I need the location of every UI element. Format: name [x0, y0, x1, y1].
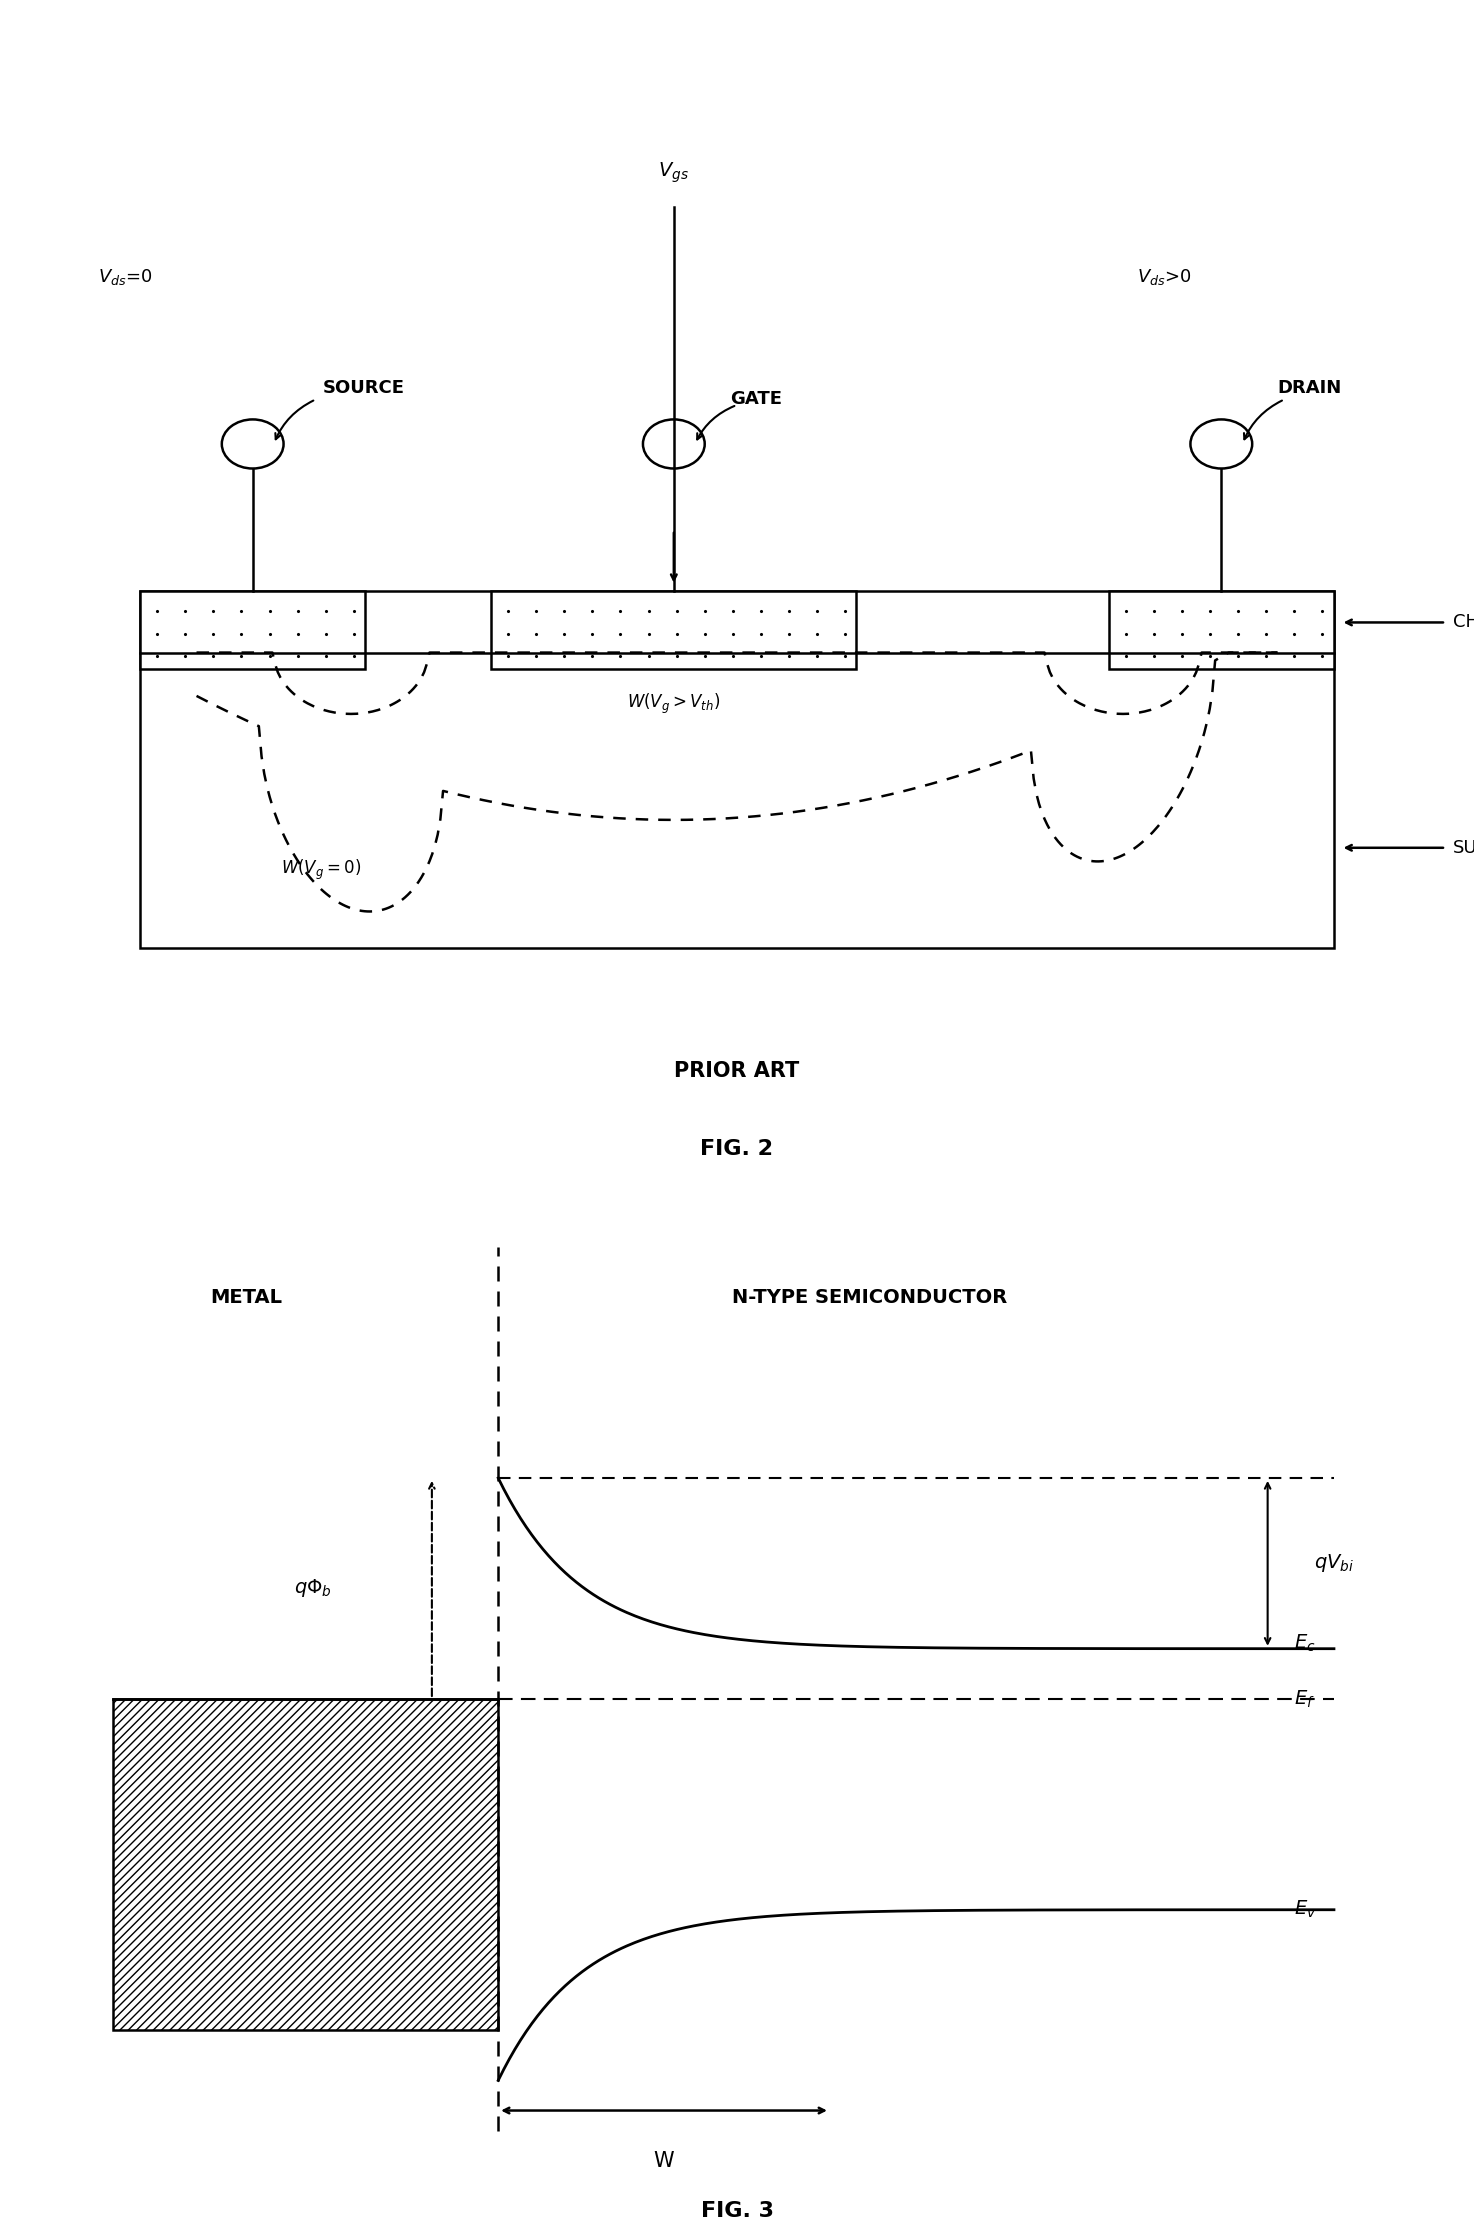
Text: $W(V_g>V_{th})$: $W(V_g>V_{th})$ — [626, 692, 721, 716]
Text: GATE: GATE — [730, 390, 783, 408]
Text: FIG. 3: FIG. 3 — [700, 2202, 774, 2220]
Bar — [113, 1700, 498, 2030]
Text: SUBSTRATE: SUBSTRATE — [1453, 839, 1474, 857]
Text: W: W — [654, 2151, 674, 2171]
Text: $E_v$: $E_v$ — [1294, 1899, 1316, 1921]
Text: $E_c$: $E_c$ — [1294, 1633, 1316, 1655]
Text: FIG. 2: FIG. 2 — [700, 1140, 774, 1158]
Text: DRAIN: DRAIN — [1278, 379, 1341, 397]
Text: METAL: METAL — [211, 1287, 282, 1307]
Text: CHANNEL: CHANNEL — [1453, 614, 1474, 631]
Bar — [1108, 591, 1334, 669]
Bar — [491, 591, 856, 669]
Text: $q\Phi_b$: $q\Phi_b$ — [293, 1577, 332, 1600]
Text: SOURCE: SOURCE — [323, 379, 405, 397]
Text: $V_{gs}$: $V_{gs}$ — [659, 161, 690, 185]
Text: PRIOR ART: PRIOR ART — [675, 1062, 799, 1080]
Bar — [140, 591, 1334, 948]
Text: $V_{ds}$=0: $V_{ds}$=0 — [99, 268, 153, 286]
Text: $V_{ds}$>0: $V_{ds}$>0 — [1136, 268, 1191, 286]
Text: $E_f$: $E_f$ — [1294, 1689, 1315, 1709]
Bar — [140, 591, 366, 669]
Text: $W(V_g=0)$: $W(V_g=0)$ — [280, 859, 361, 881]
Text: N-TYPE SEMICONDUCTOR: N-TYPE SEMICONDUCTOR — [733, 1287, 1007, 1307]
Text: $qV_{bi}$: $qV_{bi}$ — [1315, 1553, 1355, 1575]
